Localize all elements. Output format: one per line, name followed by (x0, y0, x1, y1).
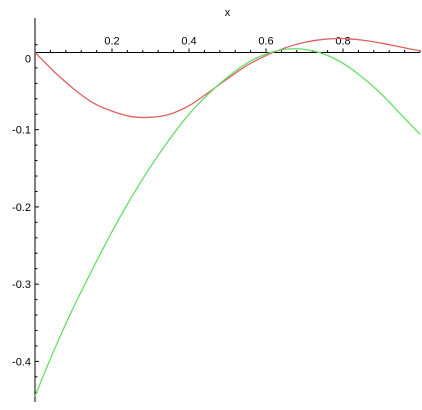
series-layer (34, 37, 421, 397)
tick-marks (35, 44, 421, 393)
y-tick-label: -0.4 (12, 356, 31, 368)
x-tick-label: 0.4 (181, 35, 196, 47)
y-tick-label: 0 (25, 53, 31, 65)
y-tick-label: -0.3 (12, 279, 31, 291)
y-tick-label: -0.1 (12, 125, 31, 137)
tick-labels: 0.2 0.4 0.6 0.8 0 -0.1 -0.2 -0.3 -0.4 (12, 35, 351, 368)
series-line-red (34, 37, 421, 119)
x-tick-label: 0.6 (258, 35, 273, 47)
x-tick-label: 0.2 (104, 35, 119, 47)
series-line-green (34, 48, 421, 397)
y-tick-label: -0.2 (12, 202, 31, 214)
axes (34, 18, 420, 402)
x-axis-title: x (225, 7, 231, 19)
x-tick-label: 0.8 (335, 35, 350, 47)
